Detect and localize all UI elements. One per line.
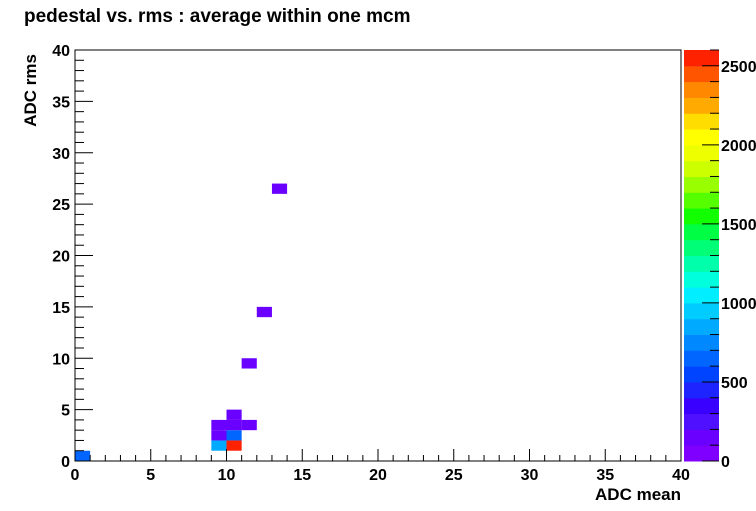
x-tick-label: 25	[445, 467, 463, 484]
palette-cell	[684, 302, 719, 320]
palette-cell	[684, 223, 719, 241]
palette-cell	[684, 50, 719, 67]
x-axis: 0 5 10 15 20 25 30 35 40	[71, 449, 690, 484]
y-tick-label: 35	[52, 94, 70, 111]
palette-cell	[684, 113, 719, 130]
z-tick-label: 500	[721, 375, 748, 392]
x-tick-label: 15	[293, 467, 311, 484]
x-axis-label: ADC mean	[595, 485, 681, 504]
x-tick-label: 10	[218, 467, 236, 484]
x-tick-label: 35	[596, 467, 614, 484]
x-tick-label: 5	[146, 467, 155, 484]
heatmap-bin	[256, 306, 272, 318]
heatmap-bin	[211, 440, 227, 451]
y-tick-label: 20	[52, 249, 70, 266]
heatmap-bin	[211, 419, 227, 431]
palette-cell	[684, 445, 719, 462]
palette-cell	[684, 160, 719, 177]
heatmap-bin	[241, 419, 257, 431]
palette-cell	[684, 413, 719, 430]
heatmap-bin	[226, 419, 242, 431]
y-tick-label: 25	[52, 197, 70, 214]
palette-cell	[684, 350, 719, 367]
y-axis: 0 5 10 15 20 25 30 35 40	[52, 43, 93, 471]
heatmap-bin	[211, 430, 227, 441]
heatmap-bin	[271, 183, 288, 194]
z-tick-label: 1000	[721, 296, 756, 313]
palette-cell	[684, 381, 719, 399]
plot-frame	[74, 49, 682, 462]
z-axis: 0 500 1000 1500 2000 2500	[702, 49, 756, 471]
heatmap-bin	[241, 358, 257, 369]
palette-cell	[684, 255, 719, 272]
palette-cell	[684, 318, 719, 336]
palette-cell	[684, 192, 719, 209]
z-tick-label: 2000	[721, 138, 756, 155]
z-tick-label: 1500	[721, 217, 756, 234]
heatmap-bin	[226, 440, 242, 451]
palette-cell	[684, 65, 719, 83]
palette-cell	[684, 239, 719, 256]
y-tick-label: 10	[52, 351, 70, 368]
z-tick-label: 0	[721, 454, 730, 471]
y-tick-label: 5	[61, 403, 70, 420]
y-axis-label: ADC rms	[21, 54, 40, 127]
palette-cell	[684, 366, 719, 383]
palette-cell	[684, 429, 719, 446]
palette-cell	[684, 287, 719, 304]
palette-cell	[684, 397, 719, 415]
y-tick-label: 30	[52, 146, 70, 163]
x-tick-label: 0	[71, 467, 80, 484]
heatmap-bins	[75, 183, 288, 461]
palette-cell	[684, 208, 719, 225]
y-tick-label: 0	[61, 454, 70, 471]
x-tick-label: 40	[672, 467, 690, 484]
palette-cell	[684, 334, 719, 351]
palette-cell	[684, 81, 719, 98]
y-tick-label: 15	[52, 300, 70, 317]
heatmap-bin	[226, 430, 242, 441]
x-tick-label: 30	[521, 467, 539, 484]
z-tick-label: 2500	[721, 59, 756, 76]
heatmap-bin	[75, 450, 91, 461]
palette-cell	[684, 176, 719, 193]
chart-title: pedestal vs. rms : average within one mc…	[24, 6, 411, 27]
palette-cell	[684, 144, 719, 162]
y-tick-label: 40	[52, 43, 70, 60]
color-scale	[684, 50, 719, 462]
palette-cell	[684, 271, 719, 288]
palette-cell	[684, 97, 719, 114]
x-tick-label: 20	[369, 467, 387, 484]
palette-cell	[684, 129, 719, 146]
heatmap-bin	[226, 409, 242, 420]
